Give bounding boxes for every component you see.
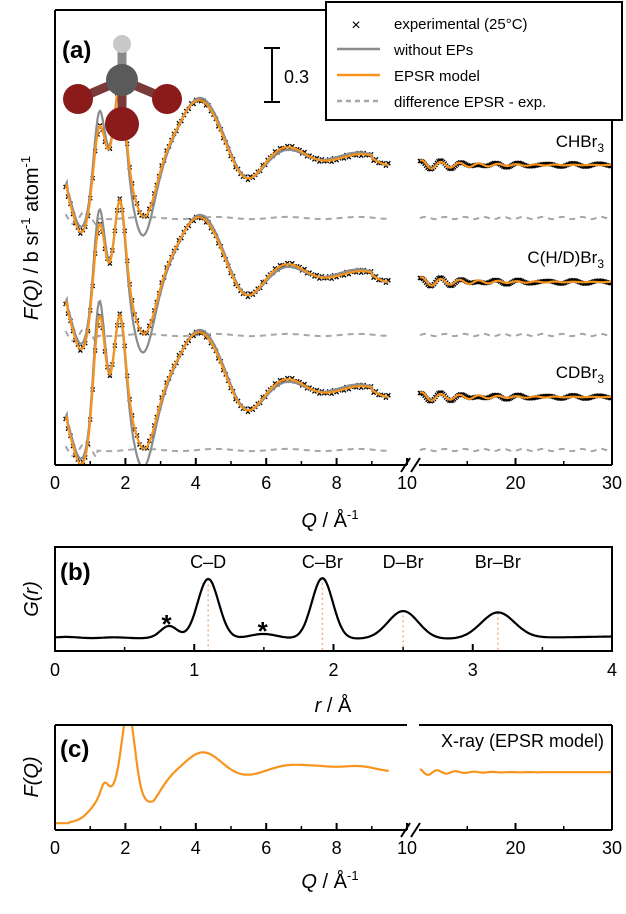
x-tick-label: 20 — [505, 473, 525, 493]
xray-epsr-line — [55, 725, 389, 825]
x-tick-label: 0 — [50, 473, 60, 493]
x-tick-label: 0 — [50, 838, 60, 858]
series-label-chdbr3: C(H/D)Br3 — [527, 248, 604, 271]
epsr-line — [419, 391, 612, 402]
x-tick-label: 20 — [505, 838, 525, 858]
difference-line — [419, 447, 612, 453]
epsr-line — [64, 197, 389, 351]
series-label-cdbr3: CDBr3 — [556, 363, 605, 386]
epsr-line — [64, 312, 389, 465]
epsr-line — [419, 159, 612, 170]
panel-a-y-label: F(Q) / b sr-1 atom-1 — [18, 156, 43, 320]
difference-line — [64, 326, 389, 345]
x-tick-label: 3 — [468, 660, 478, 680]
difference-line — [419, 332, 612, 338]
legend-label-difference: difference EPSR - exp. — [394, 94, 546, 111]
x-tick-label: 8 — [332, 473, 342, 493]
peak-label: C–D — [190, 552, 226, 572]
without-eps-line — [64, 299, 389, 465]
panel-c-x-ticks: 0 2 4 6 8 10 20 30 — [50, 823, 622, 858]
peak-label: C–Br — [302, 552, 343, 572]
x-tick-label: 6 — [261, 473, 271, 493]
panel-c-series — [55, 725, 612, 825]
peak-label: D–Br — [383, 552, 424, 572]
panel-b-y-label: G(r) — [21, 581, 43, 617]
panel-a-series — [63, 79, 612, 465]
panel-c-y-label: F(Q) — [21, 756, 43, 797]
panel-a: 0 2 4 6 8 10 20 30 (a) 0.3 × experimental (25°C… — [18, 1, 623, 532]
x-tick-label: 2 — [120, 838, 130, 858]
x-tick-label: 10 — [397, 838, 417, 858]
artifact-mark: * — [162, 609, 173, 639]
panel-b-series — [55, 577, 612, 651]
epsr-line — [419, 276, 612, 287]
legend-label-experimental: experimental (25°C) — [394, 16, 528, 33]
panel-c-label: (c) — [60, 736, 89, 763]
x-tick-label: 2 — [120, 473, 130, 493]
scale-bar: 0.3 — [264, 47, 309, 103]
legend-label-without-eps: without EPs — [393, 42, 473, 59]
legend-marker-experimental: × — [351, 17, 360, 34]
x-tick-label: 2 — [328, 660, 338, 680]
x-tick-label: 10 — [397, 473, 417, 493]
x-tick-label: 6 — [261, 838, 271, 858]
panel-b-label: (b) — [60, 559, 91, 586]
panel-a-x-ticks: 0 2 4 6 8 10 20 30 — [50, 458, 622, 493]
panel-c-axis-break — [400, 822, 421, 838]
legend-label-epsr: EPSR model — [394, 68, 480, 85]
gr-line — [55, 577, 612, 640]
panel-a-label: (a) — [62, 37, 91, 64]
panel-b-x-ticks: 0 1 2 3 4 — [50, 644, 617, 680]
panel-c-series-label: X-ray (EPSR model) — [441, 731, 604, 751]
x-tick-label: 4 — [191, 473, 201, 493]
panel-b-x-label: r / Å — [315, 694, 352, 717]
x-tick-label: 4 — [607, 660, 617, 680]
series-label-chbr3: CHBr3 — [556, 132, 605, 155]
panel-c: 0 2 4 6 8 10 20 30 (c) X-ray (EPSR model) F(Q) … — [21, 724, 622, 893]
x-tick-label: 1 — [189, 660, 199, 680]
x-tick-label: 0 — [50, 660, 60, 680]
x-tick-label: 4 — [191, 838, 201, 858]
peak-label: Br–Br — [475, 552, 521, 572]
panel-b: 0 1 2 3 4 C–D C–Br D–Br Br–Br * * (b) G(r) r / Å — [21, 546, 617, 717]
scale-bar-label: 0.3 — [284, 67, 309, 87]
difference-line — [419, 215, 612, 221]
panel-b-annotations: C–D C–Br D–Br Br–Br * * — [162, 552, 521, 646]
x-tick-label: 30 — [602, 838, 622, 858]
x-tick-label: 30 — [602, 473, 622, 493]
difference-line — [64, 441, 389, 460]
panel-a-x-label: Q / Å-1 — [301, 507, 358, 532]
x-tick-label: 8 — [332, 838, 342, 858]
xray-epsr-line — [419, 768, 612, 776]
difference-line — [64, 209, 389, 228]
panel-a-axis-break — [400, 457, 421, 473]
panel-c-x-label: Q / Å-1 — [301, 868, 358, 893]
legend: × experimental (25°C) without EPs EPSR m… — [325, 1, 623, 121]
artifact-mark: * — [258, 616, 269, 646]
molecule-icon — [63, 35, 182, 141]
